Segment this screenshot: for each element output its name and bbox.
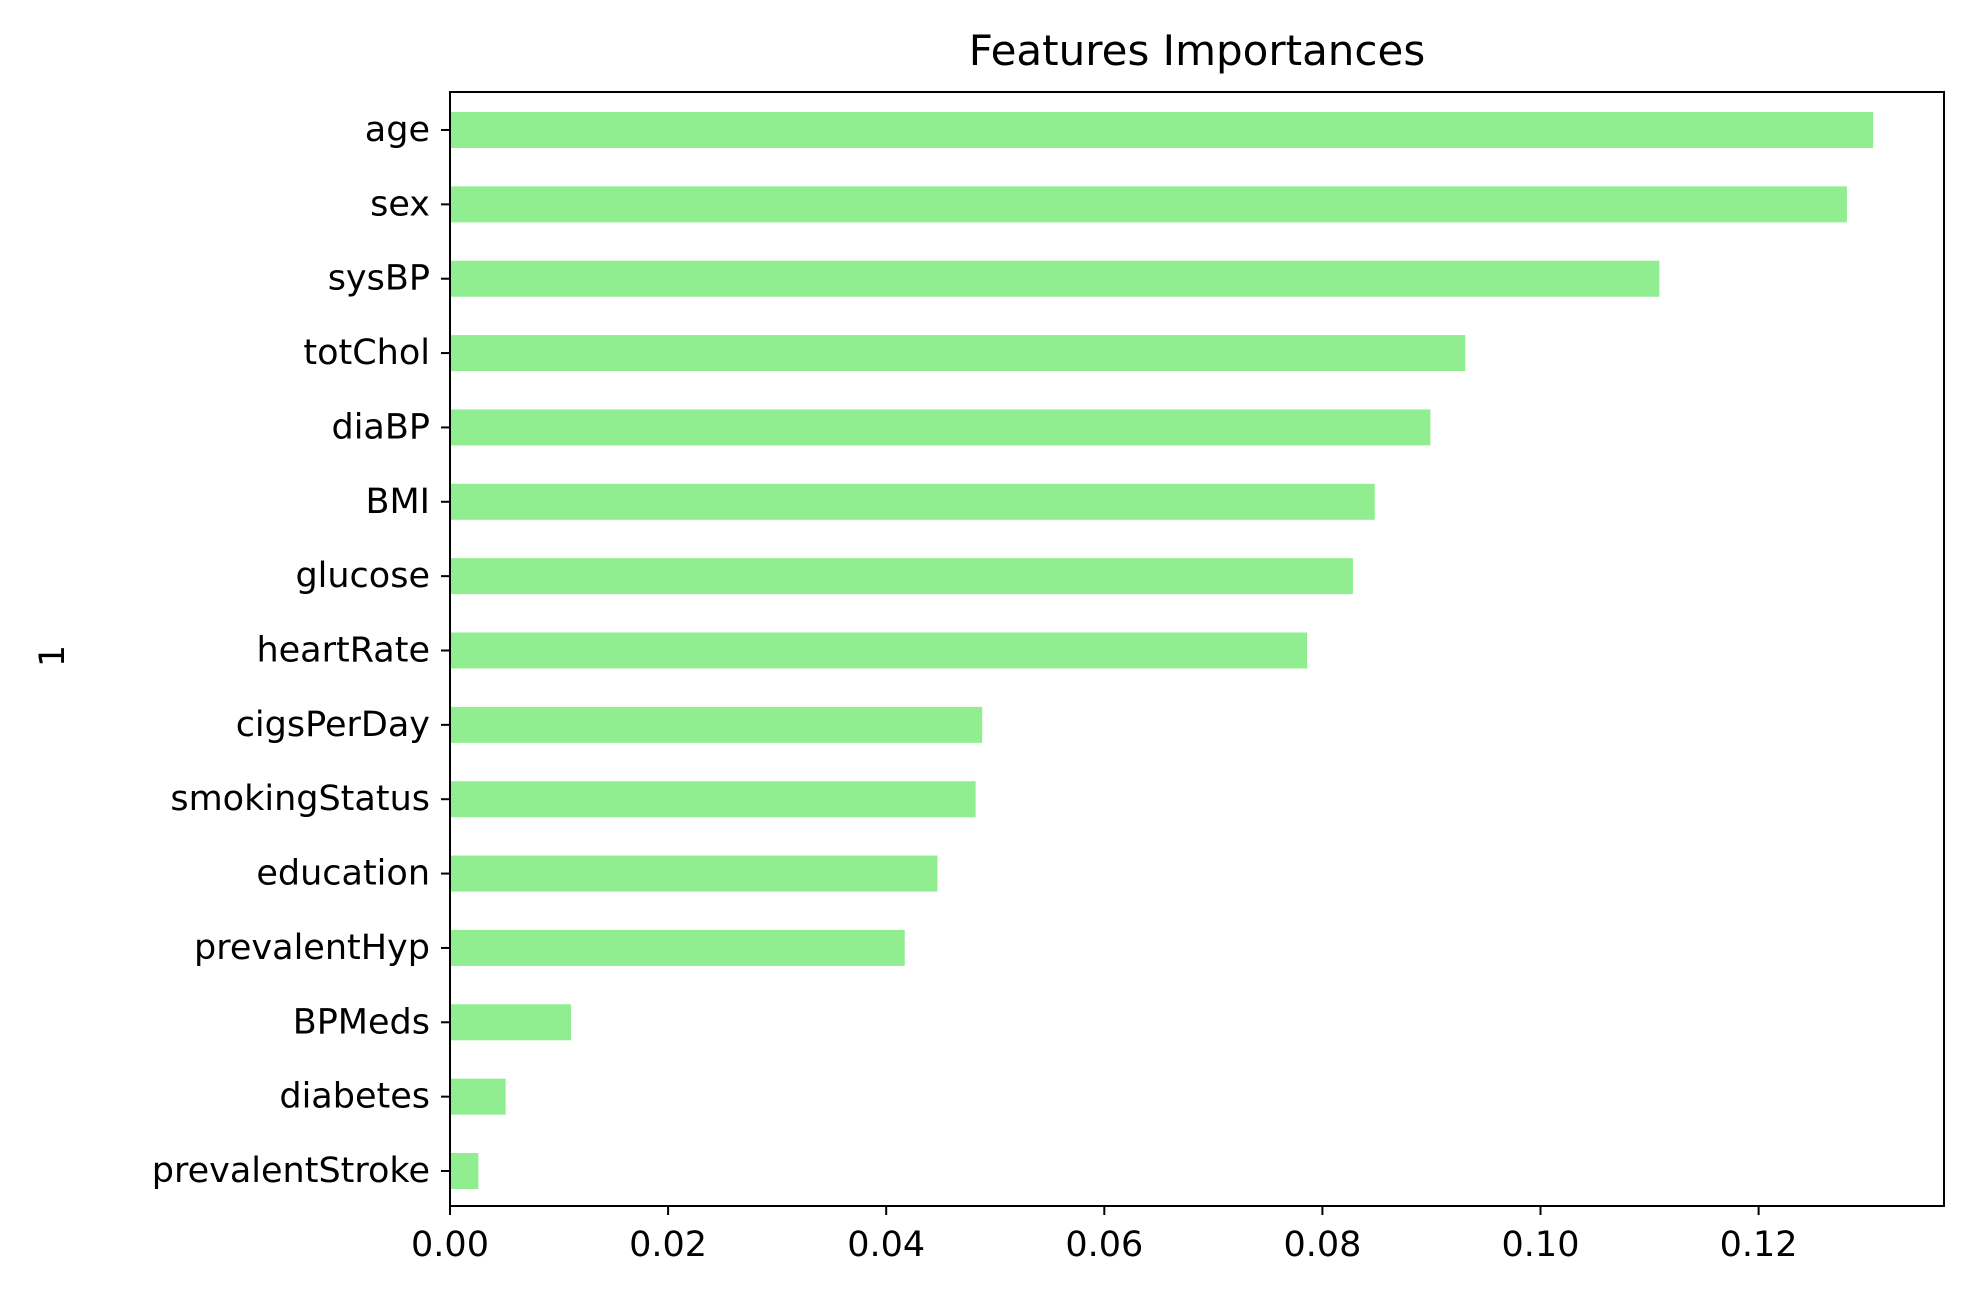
y-tick-label: age: [365, 110, 430, 150]
bar-totChol: [450, 335, 1466, 372]
y-tick-label: sysBP: [328, 259, 430, 299]
x-tick-label: 0.00: [411, 1225, 489, 1265]
bar-age: [450, 112, 1874, 148]
x-tick-label: 0.04: [847, 1225, 925, 1265]
x-tick-label: 0.08: [1283, 1225, 1361, 1265]
x-tick-label: 0.10: [1502, 1225, 1580, 1265]
bar-BPMeds: [450, 1004, 572, 1041]
bar-prevalentHyp: [450, 929, 905, 966]
x-tick-label: 0.12: [1720, 1225, 1798, 1265]
bar-prevalentStroke: [450, 1153, 479, 1189]
y-axis: age sex sysBP totChol diaBP BMI glucose heartRa…: [152, 110, 450, 1191]
y-tick-label: BMI: [365, 482, 430, 522]
y-tick-label: cigsPerDay: [236, 705, 430, 745]
bar-sysBP: [450, 260, 1660, 297]
bar-diaBP: [450, 409, 1431, 446]
y-tick-label: sex: [370, 184, 430, 224]
y-tick-label: smokingStatus: [170, 779, 430, 819]
y-tick-label: diaBP: [331, 407, 430, 447]
y-axis-label: 1: [33, 645, 73, 667]
bar-education: [450, 855, 938, 892]
y-tick-label: education: [256, 854, 430, 894]
y-tick-label: BPMeds: [293, 1002, 430, 1042]
x-tick-label: 0.06: [1065, 1225, 1143, 1265]
bar-sex: [450, 186, 1847, 223]
y-tick-label: totChol: [303, 333, 430, 373]
plot-frame: [449, 91, 1945, 1207]
y-tick-label: heartRate: [256, 631, 430, 671]
y-tick-label: prevalentHyp: [194, 928, 430, 968]
bar-series: [450, 112, 1874, 1189]
bar-smokingStatus: [450, 781, 976, 818]
x-axis: 0.00 0.02 0.04 0.06 0.08 0.10 0.12: [411, 1206, 1798, 1265]
bar-diabetes: [450, 1078, 506, 1115]
bar-BMI: [450, 483, 1375, 520]
y-tick-label: glucose: [295, 556, 430, 596]
x-tick-label: 0.02: [629, 1225, 707, 1265]
y-tick-label: prevalentStroke: [152, 1151, 430, 1191]
y-tick-label: diabetes: [279, 1077, 430, 1117]
chart-title: Features Importances: [969, 26, 1426, 75]
bar-heartRate: [450, 632, 1308, 669]
bar-cigsPerDay: [450, 706, 983, 743]
bar-glucose: [450, 558, 1353, 595]
